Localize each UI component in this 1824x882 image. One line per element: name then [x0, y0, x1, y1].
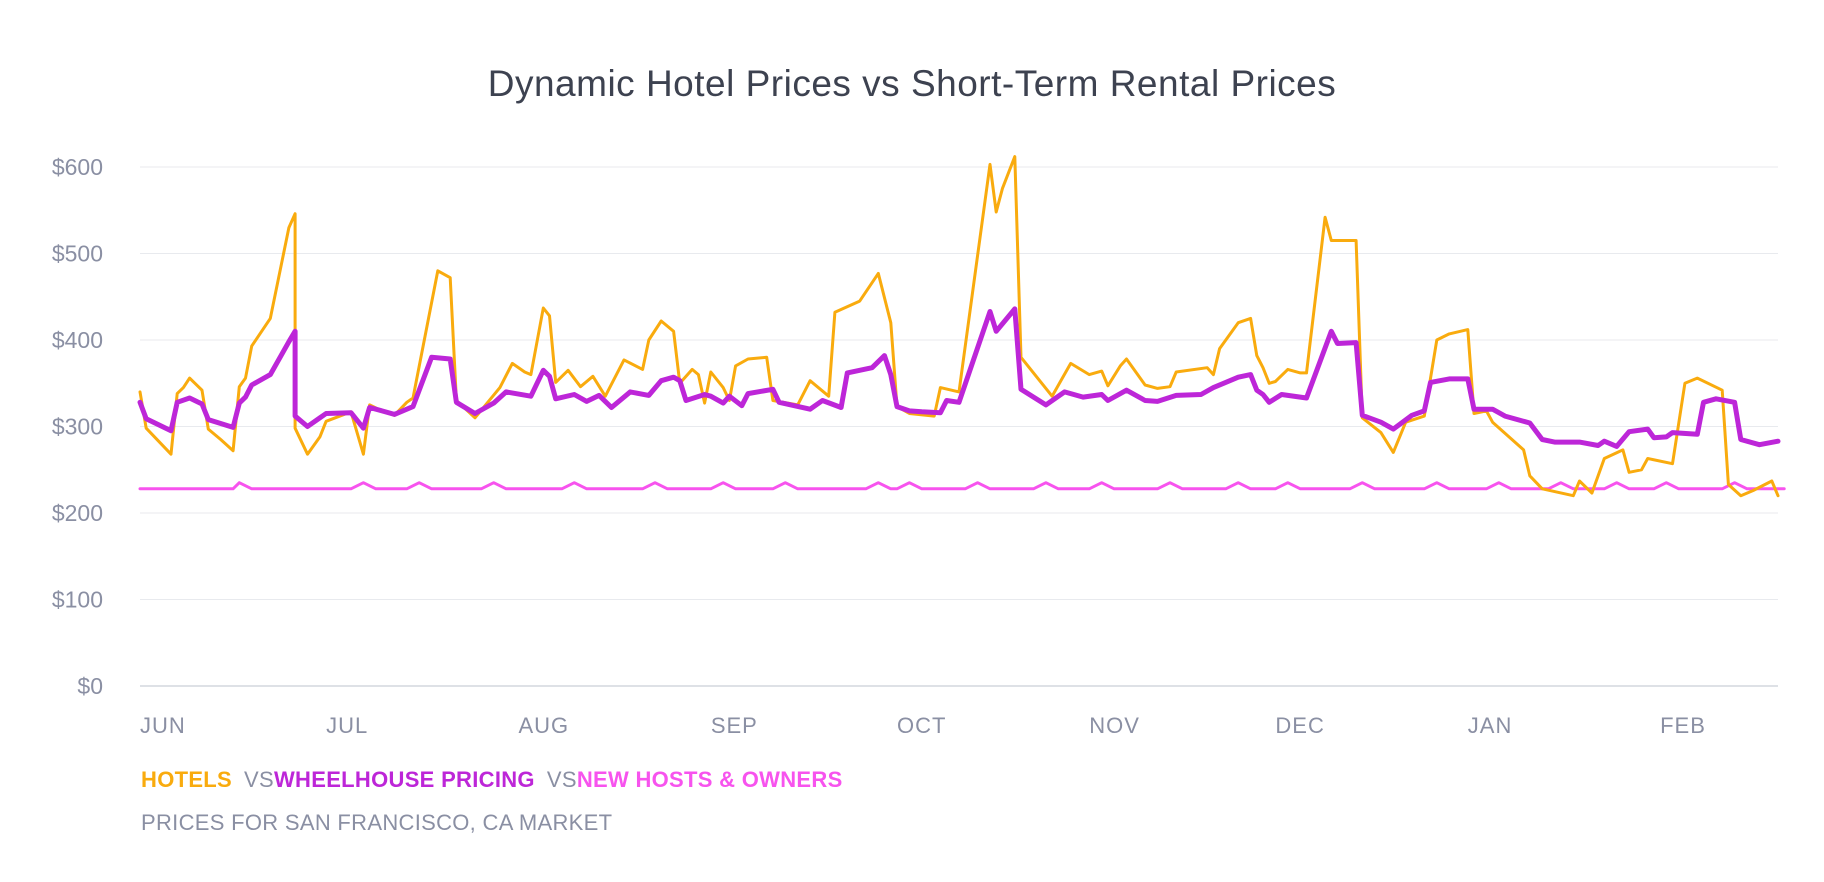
- chart-subtitle: PRICES FOR SAN FRANCISCO, CA MARKET: [141, 810, 613, 835]
- y-tick-label: $200: [52, 500, 103, 526]
- x-tick-label: JAN: [1468, 713, 1513, 738]
- x-tick-label: NOV: [1089, 713, 1140, 738]
- x-tick-label: AUG: [518, 713, 569, 738]
- y-tick-label: $600: [52, 154, 103, 180]
- series-line-wheelhouse-pricing: [137, 306, 1781, 449]
- legend-separator: VS: [244, 767, 274, 792]
- y-tick-label: $500: [52, 241, 103, 267]
- x-tick-label: JUL: [326, 713, 368, 738]
- series-line-new-hosts-owners: [138, 481, 1786, 491]
- x-tick-label: JUN: [140, 713, 186, 738]
- legend-item-wheelhouse-pricing: WHEELHOUSE PRICING: [273, 767, 535, 792]
- y-tick-label: $400: [52, 327, 103, 353]
- x-tick-label: OCT: [897, 713, 946, 738]
- y-tick-label: $100: [52, 587, 103, 613]
- x-tick-label: SEP: [711, 713, 758, 738]
- gridlines: [140, 166, 1778, 687]
- legend-item-hotels: HOTELS: [141, 767, 233, 792]
- y-tick-label: $0: [77, 673, 103, 699]
- chart-title: Dynamic Hotel Prices vs Short-Term Renta…: [488, 63, 1337, 104]
- x-tick-label: DEC: [1275, 713, 1324, 738]
- x-tick-label: FEB: [1660, 713, 1706, 738]
- x-axis-tick-labels: JUN JUL AUG SEP OCT NOV DEC JAN FEB: [140, 713, 1706, 738]
- y-tick-label: $300: [52, 414, 103, 440]
- y-axis-tick-labels: $0 $100 $200 $300 $400 $500 $600: [52, 154, 103, 699]
- legend-item-new-hosts-owners: NEW HOSTS & OWNERS: [576, 767, 843, 792]
- legend: HOTELS VSWHEELHOUSE PRICING VSNEW HOSTS & …: [141, 767, 843, 793]
- series-line-hotels: [138, 155, 1780, 498]
- series-lines: [137, 155, 1786, 498]
- legend-separator: VS: [546, 767, 577, 792]
